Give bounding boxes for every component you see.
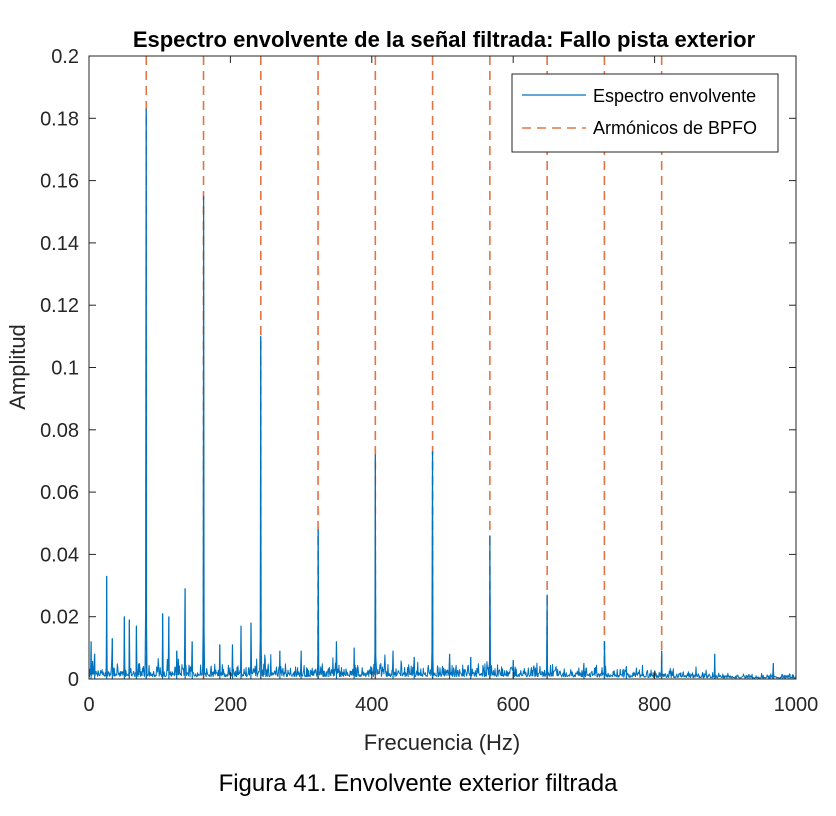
chart-title: Espectro envolvente de la señal filtrada… bbox=[133, 27, 756, 52]
x-tick-label: 400 bbox=[355, 694, 388, 716]
legend-label-bpfo: Armónicos de BPFO bbox=[593, 118, 757, 138]
x-tick-label: 1000 bbox=[774, 694, 819, 716]
spectrum-line bbox=[88, 108, 797, 679]
plot-box bbox=[88, 55, 797, 680]
y-axis-label: Amplitud bbox=[5, 324, 30, 410]
x-axis-label: Frecuencia (Hz) bbox=[364, 730, 520, 755]
y-tick-label: 0.2 bbox=[51, 46, 79, 68]
y-tick-label: 0.02 bbox=[40, 607, 79, 629]
legend-box bbox=[511, 73, 779, 153]
y-tick-label: 0.14 bbox=[40, 233, 79, 255]
figure-caption: Figura 41. Envolvente exterior filtrada bbox=[218, 770, 618, 797]
spectrum-line-layer bbox=[88, 108, 797, 679]
y-tick-label: 0.04 bbox=[40, 544, 79, 566]
x-tick-label: 200 bbox=[214, 694, 247, 716]
y-tick-label: 0.18 bbox=[40, 108, 79, 130]
y-tick-label: 0 bbox=[68, 669, 79, 691]
y-tick-label: 0.1 bbox=[51, 358, 79, 380]
y-tick-label: 0.08 bbox=[40, 420, 79, 442]
legend-label-spectrum: Espectro envolvente bbox=[593, 86, 756, 106]
y-tick-label: 0.06 bbox=[40, 482, 79, 504]
plot-background bbox=[89, 56, 796, 679]
x-tick-label: 600 bbox=[497, 694, 530, 716]
y-tick-label: 0.12 bbox=[40, 295, 79, 317]
tick-labels-layer: 0 200 400 600 800 1000 0 0.02 0.04 0.06 0.08 0.1 0.1… bbox=[40, 46, 818, 716]
x-tick-label: 0 bbox=[83, 694, 94, 716]
y-tick-label: 0.16 bbox=[40, 171, 79, 193]
x-tick-label: 800 bbox=[638, 694, 671, 716]
legend: Espectro envolvente Armónicos de BPFO bbox=[511, 73, 779, 153]
